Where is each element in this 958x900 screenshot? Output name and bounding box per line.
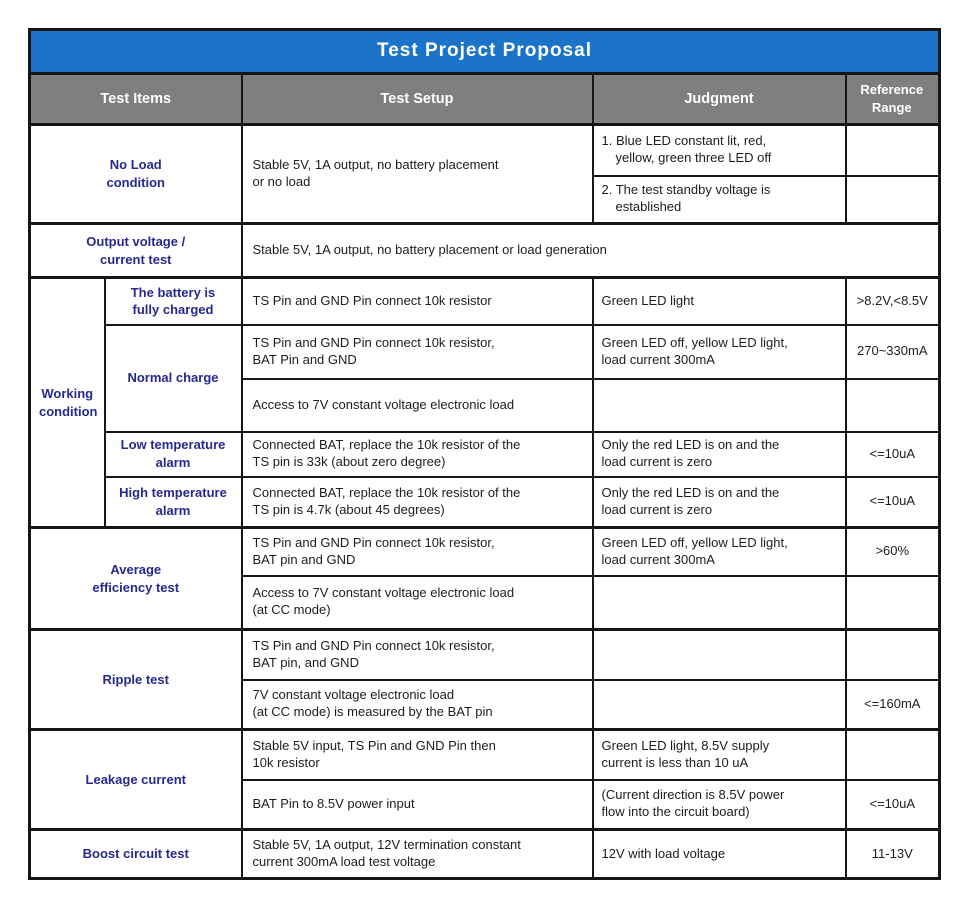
cell-no-load-setup: Stable 5V, 1A output, no battery placeme… bbox=[240, 123, 594, 225]
cell-low-temp-judgment: Only the red LED is on and the load curr… bbox=[591, 430, 847, 478]
cell-ripple-judgment-b bbox=[591, 678, 847, 731]
cell-leakage-judgment-b: (Current direction is 8.5V power flow in… bbox=[591, 778, 847, 831]
cell-normal-charge-setup-a: TS Pin and GND Pin connect 10k resistor,… bbox=[240, 323, 594, 380]
cell-avg-efficiency-setup-a: TS Pin and GND Pin connect 10k resistor,… bbox=[240, 526, 594, 577]
cell-low-temp-setup: Connected BAT, replace the 10k resistor … bbox=[240, 430, 594, 478]
cell-output-voltage-item: Output voltage / current test bbox=[28, 222, 243, 279]
table-row: Ripple test TS Pin and GND Pin connect 1… bbox=[28, 628, 941, 731]
cell-no-load-item: No Load condition bbox=[28, 123, 243, 225]
table-row: Low temperature alarm Connected BAT, rep… bbox=[30, 430, 941, 478]
cell-avg-efficiency-judgment-b bbox=[591, 574, 847, 631]
cell-normal-charge-judgment-b bbox=[591, 377, 847, 433]
cell-no-load-judgment-2: 2. The test standby voltage is establish… bbox=[591, 174, 847, 225]
table-row: BAT Pin to 8.5V power input (Current dir… bbox=[30, 778, 941, 831]
cell-boost-setup: Stable 5V, 1A output, 12V termination co… bbox=[240, 828, 594, 880]
cell-leakage-ref-b: <=10uA bbox=[844, 778, 941, 831]
table-row: Normal charge TS Pin and GND Pin connect… bbox=[30, 323, 941, 433]
test-project-table: Test Project Proposal Test Items Test Se… bbox=[28, 28, 942, 880]
cell-ripple-item: Ripple test bbox=[28, 628, 243, 731]
cell-avg-efficiency-ref: >60% bbox=[844, 526, 941, 577]
cell-ripple-ref-a bbox=[844, 628, 941, 681]
cell-battery-charged-setup: TS Pin and GND Pin connect 10k resistor bbox=[240, 276, 594, 326]
column-header-row: Test Items Test Setup Judgment Reference… bbox=[28, 72, 941, 126]
cell-battery-charged-ref: >8.2V,<8.5V bbox=[844, 276, 941, 326]
cell-working-condition-group: Working condition bbox=[28, 276, 106, 529]
cell-high-temp-setup: Connected BAT, replace the 10k resistor … bbox=[240, 475, 594, 529]
cell-ripple-ref-b: <=160mA bbox=[844, 678, 941, 731]
table-row: Output voltage / current test Stable 5V,… bbox=[28, 222, 941, 279]
col-header-judgment: Judgment bbox=[591, 72, 847, 126]
cell-high-temp-ref: <=10uA bbox=[844, 475, 941, 529]
cell-no-load-ref-2 bbox=[844, 174, 941, 225]
cell-leakage-setup-a: Stable 5V input, TS Pin and GND Pin then… bbox=[240, 728, 594, 781]
cell-no-load-judgment-1: 1. Blue LED constant lit, red, yellow, g… bbox=[591, 123, 847, 177]
table-row: Access to 7V constant voltage electronic… bbox=[30, 574, 941, 631]
cell-leakage-ref-a bbox=[844, 728, 941, 781]
table-row: Working condition The battery is fully c… bbox=[28, 276, 941, 529]
cell-leakage-setup-b: BAT Pin to 8.5V power input bbox=[240, 778, 594, 831]
cell-normal-charge-ref: 270~330mA bbox=[844, 323, 941, 380]
table-row: No Load condition Stable 5V, 1A output, … bbox=[28, 123, 941, 225]
cell-high-temp-item: High temperature alarm bbox=[103, 475, 243, 529]
cell-avg-efficiency-ref-b bbox=[844, 574, 941, 631]
col-header-test-setup: Test Setup bbox=[240, 72, 594, 126]
table-row: Leakage current Stable 5V input, TS Pin … bbox=[28, 728, 941, 831]
cell-battery-charged-item: The battery is fully charged bbox=[103, 276, 243, 326]
page-title: Test Project Proposal bbox=[28, 28, 941, 75]
cell-normal-charge-setup-b: Access to 7V constant voltage electronic… bbox=[240, 377, 594, 433]
cell-high-temp-judgment: Only the red LED is on and the load curr… bbox=[591, 475, 847, 529]
page: Test Project Proposal Test Items Test Se… bbox=[28, 28, 942, 880]
table-row: 2. The test standby voltage is establish… bbox=[30, 174, 941, 225]
cell-low-temp-item: Low temperature alarm bbox=[103, 430, 243, 478]
cell-avg-efficiency-judgment: Green LED off, yellow LED light, load cu… bbox=[591, 526, 847, 577]
cell-leakage-judgment-a: Green LED light, 8.5V supply current is … bbox=[591, 728, 847, 781]
cell-battery-charged-judgment: Green LED light bbox=[591, 276, 847, 326]
cell-normal-charge-ref-b bbox=[844, 377, 941, 433]
cell-normal-charge-judgment: Green LED off, yellow LED light, load cu… bbox=[591, 323, 847, 380]
cell-ripple-setup-a: TS Pin and GND Pin connect 10k resistor,… bbox=[240, 628, 594, 681]
cell-output-voltage-setup: Stable 5V, 1A output, no battery placeme… bbox=[240, 222, 941, 279]
table-row: Boost circuit test Stable 5V, 1A output,… bbox=[28, 828, 941, 880]
table-row: Access to 7V constant voltage electronic… bbox=[30, 377, 941, 433]
table-row: 7V constant voltage electronic load (at … bbox=[30, 678, 941, 731]
cell-avg-efficiency-item: Average efficiency test bbox=[28, 526, 243, 631]
cell-low-temp-ref: <=10uA bbox=[844, 430, 941, 478]
cell-leakage-item: Leakage current bbox=[28, 728, 243, 831]
cell-avg-efficiency-setup-b: Access to 7V constant voltage electronic… bbox=[240, 574, 594, 631]
cell-normal-charge-item: Normal charge bbox=[103, 323, 243, 433]
cell-ripple-setup-b: 7V constant voltage electronic load (at … bbox=[240, 678, 594, 731]
cell-ripple-judgment-a bbox=[591, 628, 847, 681]
cell-boost-ref: 11-13V bbox=[844, 828, 941, 880]
col-header-reference-range: Reference Range bbox=[844, 72, 941, 126]
cell-boost-item: Boost circuit test bbox=[28, 828, 243, 880]
table-row: Average efficiency test TS Pin and GND P… bbox=[28, 526, 941, 631]
cell-boost-judgment: 12V with load voltage bbox=[591, 828, 847, 880]
cell-no-load-ref-1 bbox=[844, 123, 941, 177]
table-row: High temperature alarm Connected BAT, re… bbox=[30, 475, 941, 529]
col-header-test-items: Test Items bbox=[28, 72, 243, 126]
